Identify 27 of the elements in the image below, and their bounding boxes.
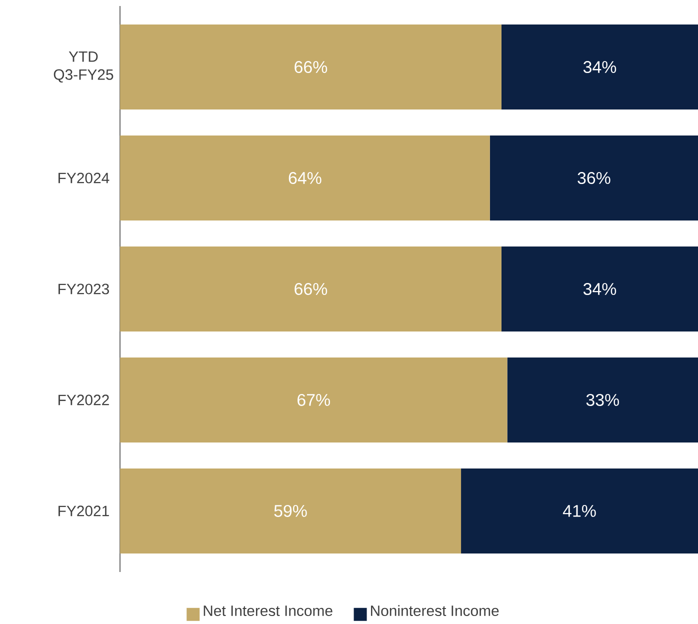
bar [461, 468, 698, 554]
y-tick-label: YTD Q3-FY25 [54, 52, 114, 83]
data-label: 64% [288, 172, 322, 184]
data-label: 66% [294, 282, 328, 295]
bar [120, 246, 502, 332]
data-label: 41% [562, 505, 596, 517]
y-tick-label: FY2023 [58, 284, 109, 294]
bar [490, 136, 698, 221]
data-label: 34% [583, 282, 616, 295]
y-tick-label: FY2021 [58, 506, 109, 516]
bar [120, 357, 508, 442]
data-label: 36% [578, 172, 610, 184]
legend-label: Net Interest Income [204, 606, 332, 616]
legend-label: Noninterest Income [371, 605, 499, 616]
y-tick-label: FY2022 [58, 394, 109, 406]
bar [120, 468, 462, 554]
bar [120, 136, 490, 221]
bar [120, 24, 502, 110]
bar [507, 357, 698, 442]
data-label: 67% [298, 394, 330, 406]
bar [501, 246, 698, 332]
data-label: 66% [294, 61, 328, 74]
data-label: 33% [586, 394, 619, 406]
data-label: 34% [583, 61, 616, 74]
data-label: 59% [274, 504, 307, 517]
bar [501, 24, 698, 110]
y-tick-label: FY2024 [58, 172, 110, 184]
